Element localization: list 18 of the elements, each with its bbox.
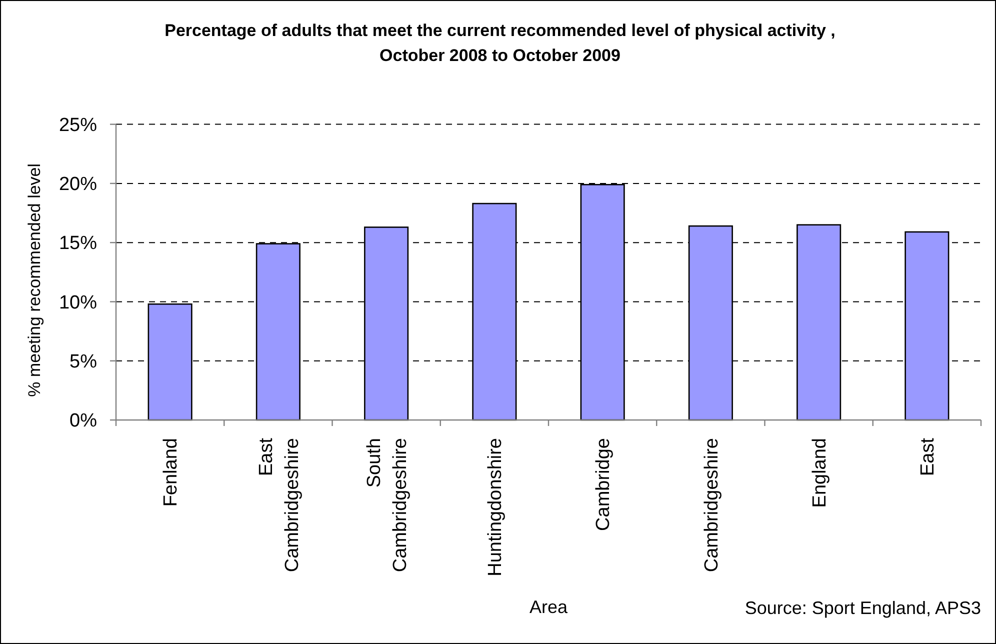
x-tick-label: Cambridgeshire [701, 438, 722, 572]
y-tick-label: 20% [58, 174, 98, 196]
x-tick-label: Cambridge [593, 438, 614, 531]
x-tick-label: South Cambridgeshire [364, 438, 411, 572]
source-note: Source: Sport England, APS3 [744, 598, 981, 618]
y-tick-label: 5% [70, 352, 98, 373]
chart-title: Percentage of adults that meet the current recommended level of physical activity , October 2008 to October 2009 [164, 21, 836, 65]
x-tick-label: Fenland [160, 438, 182, 507]
y-tick-label: 25% [58, 114, 98, 136]
y-tick-label: 10% [58, 292, 98, 314]
x-tick-label: East [918, 437, 939, 476]
y-tick-label: 0% [70, 410, 98, 432]
y-tick-label: 15% [58, 233, 98, 254]
x-axis-title: Area [529, 597, 568, 617]
x-tick-label: East Cambridgeshire [256, 437, 303, 572]
y-axis-title: % meeting recommended level [25, 163, 44, 397]
x-tick-label: England [809, 438, 830, 508]
x-tick-label: Huntingdonshire [485, 438, 506, 576]
